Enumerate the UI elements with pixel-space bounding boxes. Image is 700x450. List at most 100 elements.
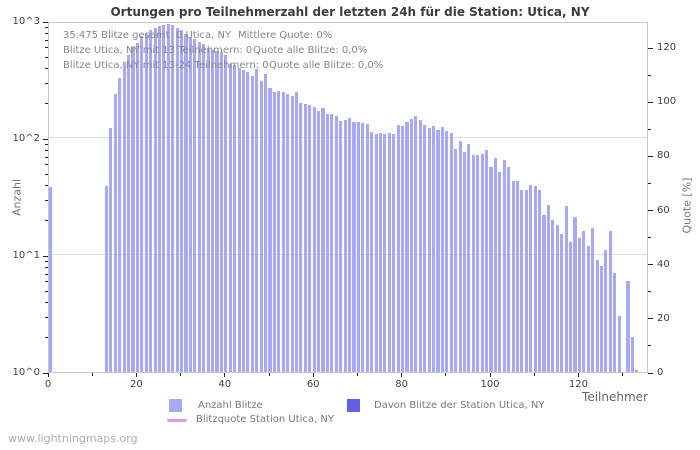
x-minor-tick (268, 373, 270, 376)
bar (604, 250, 608, 372)
bar (493, 157, 497, 372)
bar (104, 185, 108, 372)
right-tick-label: 80 (657, 150, 670, 162)
x-tick-label: 60 (306, 379, 320, 390)
bar (462, 151, 467, 372)
left-minor-tick (45, 56, 48, 58)
x-minor-tick (445, 373, 447, 376)
bar (144, 34, 148, 372)
x-tick-label: 80 (395, 379, 408, 390)
left-minor-tick (45, 26, 48, 28)
right-major-tick (648, 372, 653, 374)
x-tick-label: 100 (480, 379, 500, 390)
bar (374, 134, 378, 372)
bar (184, 33, 188, 372)
x-major-tick (489, 373, 491, 377)
annotation-blitze-13: Blitze Utica, NY mit 13 Teilnehmern: 0 (63, 45, 253, 56)
bar (135, 42, 139, 372)
bar (502, 159, 506, 372)
bar (162, 24, 166, 372)
bar (113, 94, 117, 372)
left-minor-tick (45, 290, 48, 292)
bar (431, 125, 436, 372)
x-major-tick (312, 373, 314, 377)
annotation-quote-13-24: Quote alle Blitze: 0,0% (269, 60, 384, 71)
right-tick-label: 0 (657, 367, 664, 378)
left-minor-tick (45, 281, 48, 283)
legend-label-anzahl-blitze: Anzahl Blitze (198, 400, 263, 411)
left-tick-label: 10^3 (12, 16, 40, 27)
left-major-tick (43, 138, 48, 140)
bar (582, 231, 586, 372)
right-major-tick (648, 155, 653, 157)
bar (533, 185, 537, 372)
bar (246, 71, 250, 372)
watermark-link[interactable]: www.lightningmaps.org (8, 432, 138, 445)
left-minor-tick (45, 39, 48, 41)
bar (277, 91, 281, 372)
bar (414, 116, 418, 372)
left-minor-tick (45, 316, 48, 318)
bar (175, 27, 179, 372)
bar (551, 219, 555, 372)
bar (219, 51, 223, 372)
bar (569, 241, 573, 372)
x-axis-label: Teilnehmer (582, 390, 648, 404)
bar (237, 67, 241, 372)
x-tick-label: 20 (130, 379, 143, 390)
legend-label-blitzquote: Blitzquote Station Utica, NY (196, 414, 334, 425)
bar (180, 29, 184, 372)
bar (378, 132, 383, 372)
annotation-station-count: 0 Utica, NY (176, 30, 232, 41)
bar (427, 127, 431, 372)
bar (445, 131, 449, 372)
bar (436, 130, 440, 372)
left-tick-label: 10^0 (12, 367, 40, 378)
right-tick-label: 100 (657, 96, 677, 108)
bar (188, 37, 192, 372)
bar (286, 93, 290, 372)
x-major-tick (224, 373, 226, 377)
bar (171, 25, 175, 372)
right-tick-label: 20 (657, 312, 670, 324)
bar (299, 102, 303, 372)
bar (577, 237, 581, 372)
bar (564, 206, 568, 372)
x-major-tick (135, 373, 137, 377)
bar (555, 225, 559, 372)
bar (206, 47, 210, 372)
left-minor-tick (45, 185, 48, 187)
bar (595, 260, 599, 372)
bar (511, 180, 515, 372)
left-minor-tick (45, 156, 48, 158)
left-minor-tick (45, 149, 48, 151)
bar (330, 114, 334, 372)
left-minor-tick (45, 302, 48, 304)
left-minor-tick (45, 68, 48, 70)
bar (498, 172, 502, 372)
x-tick-label: 40 (218, 379, 232, 390)
right-minor-tick (648, 345, 651, 347)
right-major-tick (648, 210, 653, 211)
bar (560, 234, 564, 372)
bar (365, 123, 369, 372)
right-major-tick (648, 47, 653, 49)
x-minor-tick (180, 373, 182, 376)
right-minor-tick (648, 128, 651, 130)
right-minor-tick (648, 291, 651, 293)
bar (109, 128, 113, 372)
right-major-tick (648, 318, 653, 320)
bar (122, 61, 126, 372)
bar (118, 78, 122, 372)
bar (49, 187, 53, 372)
bar (308, 105, 312, 372)
bar (591, 228, 595, 372)
bar (339, 120, 343, 372)
bar (356, 121, 360, 372)
bar (157, 26, 162, 372)
bar (202, 44, 206, 372)
left-major-tick (43, 372, 48, 374)
annotation-total-blitze: 35.475 Blitze gesamt (63, 30, 170, 41)
left-minor-tick (45, 32, 48, 34)
